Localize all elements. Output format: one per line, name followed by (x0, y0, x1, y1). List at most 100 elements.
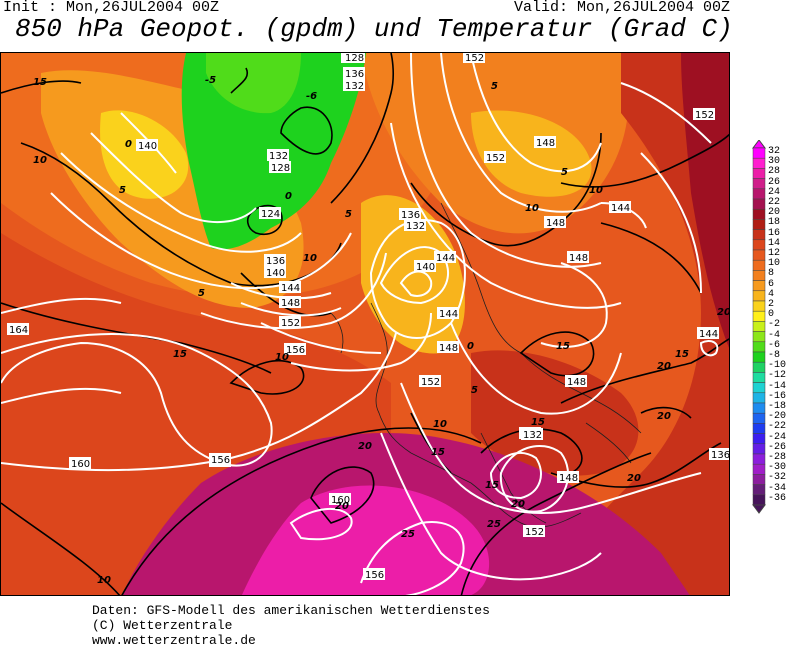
geo-label-text: 148 (439, 343, 458, 354)
geo-label: 132 (404, 219, 426, 232)
geo-label: 148 (437, 341, 459, 354)
temp-label: 5 (471, 385, 478, 396)
geo-label-text: 152 (486, 153, 505, 164)
legend-cell (752, 208, 766, 220)
geo-label-text: 136 (345, 69, 364, 80)
legend-cell (752, 351, 766, 363)
geo-label: 160 (69, 457, 91, 470)
geo-label-text: 140 (266, 268, 285, 279)
temp-label: 15 (173, 349, 187, 360)
geo-label: 144 (437, 307, 459, 320)
geo-label: 156 (209, 453, 231, 466)
temp-label: 20 (627, 473, 641, 484)
legend-label: 28 (768, 166, 781, 178)
geo-label-text: 124 (261, 209, 280, 220)
legend-cell (752, 249, 766, 261)
legend-arrow-top (752, 140, 766, 149)
init-time: Init : Mon,26JUL2004 00Z (3, 0, 220, 16)
legend-label: 18 (768, 217, 781, 229)
geo-label: 152 (484, 151, 506, 164)
temp-label: 20 (335, 501, 349, 512)
legend-cell (752, 382, 766, 394)
temp-label: 20 (511, 499, 525, 510)
legend-cell (752, 259, 766, 271)
legend-label: -4 (768, 329, 781, 341)
temp-label: 10 (589, 185, 603, 196)
map-canvas: 164 160 156 152 148 144 140 136 132 128 … (1, 53, 730, 595)
geopotential-label-group: 164 160 156 152 148 144 140 136 132 128 … (7, 53, 729, 581)
geo-label-text: 148 (569, 253, 588, 264)
temp-label: 10 (303, 253, 317, 264)
legend-label: -36 (768, 492, 787, 504)
geo-label: 140 (414, 260, 436, 273)
geo-label: 152 (419, 375, 441, 388)
geo-label-text: 136 (266, 256, 285, 267)
geo-label-text: 144 (699, 329, 718, 340)
legend-cell (752, 372, 766, 383)
geo-label: 148 (534, 136, 556, 149)
legend-label: 8 (768, 268, 775, 280)
geo-label-text: 140 (138, 141, 157, 152)
legend-cell (752, 474, 766, 485)
geo-label: 152 (279, 316, 301, 329)
legend-label: 16 (768, 227, 781, 239)
legend-cell (752, 188, 766, 200)
legend-label: 20 (768, 207, 781, 219)
legend-cell (752, 494, 766, 506)
legend-cell (752, 270, 766, 281)
legend-cell (752, 463, 766, 475)
legend-label: -28 (768, 452, 787, 463)
geo-label-text: 140 (416, 262, 435, 273)
legend-cell (752, 178, 766, 190)
temp-label: 0 (467, 341, 474, 352)
legend-cell (752, 229, 766, 241)
geo-label-text: 132 (406, 221, 425, 232)
geo-label-text: 144 (611, 203, 630, 214)
geo-label: 156 (363, 568, 385, 581)
temp-label: 20 (717, 307, 730, 318)
geo-label-text: 164 (9, 325, 28, 336)
geo-label-text: 152 (695, 110, 714, 121)
legend-label: 6 (768, 278, 775, 290)
geo-label: 132 (267, 149, 289, 162)
legend-colorbar (752, 140, 766, 514)
geo-label: 136 (343, 67, 365, 80)
temp-field-sahara-core (241, 485, 489, 595)
temp-label: 10 (433, 419, 447, 430)
legend-label: -12 (768, 370, 787, 382)
legend-label: -22 (768, 421, 787, 433)
geo-label: 140 (264, 266, 286, 279)
legend-cell (752, 219, 766, 230)
geo-label: 148 (557, 471, 579, 484)
temperature-label-group: 15 10 5 0 -5 -6 10 5 0 5 10 15 20 15 10 … (33, 75, 730, 586)
legend-cell (752, 290, 766, 302)
legend-arrow-bottom (752, 504, 766, 514)
geo-label-text: 156 (211, 455, 230, 466)
geo-label-text: 160 (331, 495, 350, 506)
legend-label: 24 (768, 186, 781, 198)
temp-label: 0 (285, 191, 292, 202)
legend-cell (752, 423, 766, 434)
geo-label: 132 (343, 79, 365, 92)
temp-label: 15 (556, 341, 570, 352)
legend-label: -8 (768, 350, 781, 361)
geo-label: 148 (279, 296, 301, 309)
legend-cell (752, 239, 766, 251)
legend-label: 2 (768, 299, 775, 310)
legend-label: -30 (768, 462, 787, 474)
geopotential-contours (1, 53, 719, 595)
map-title: 850 hPa Geopot. (gpdm) und Temperatur (G… (15, 14, 733, 44)
legend-label: -2 (768, 319, 781, 331)
geo-label: 152 (463, 53, 485, 64)
geo-label: 148 (567, 251, 589, 264)
temp-label: 25 (487, 519, 501, 530)
footer: Daten: GFS-Modell des amerikanischen Wet… (92, 603, 490, 648)
temp-label: 15 (485, 480, 499, 491)
weather-map: 164 160 156 152 148 144 140 136 132 128 … (0, 52, 730, 596)
temp-field-greenland-n (206, 53, 301, 114)
footer-data-source: Daten: GFS-Modell des amerikanischen Wet… (92, 603, 490, 618)
geo-label: 136 (264, 254, 286, 267)
geo-label: 152 (693, 108, 715, 121)
legend-label: 14 (768, 237, 781, 249)
geo-label-text: 128 (345, 53, 364, 64)
